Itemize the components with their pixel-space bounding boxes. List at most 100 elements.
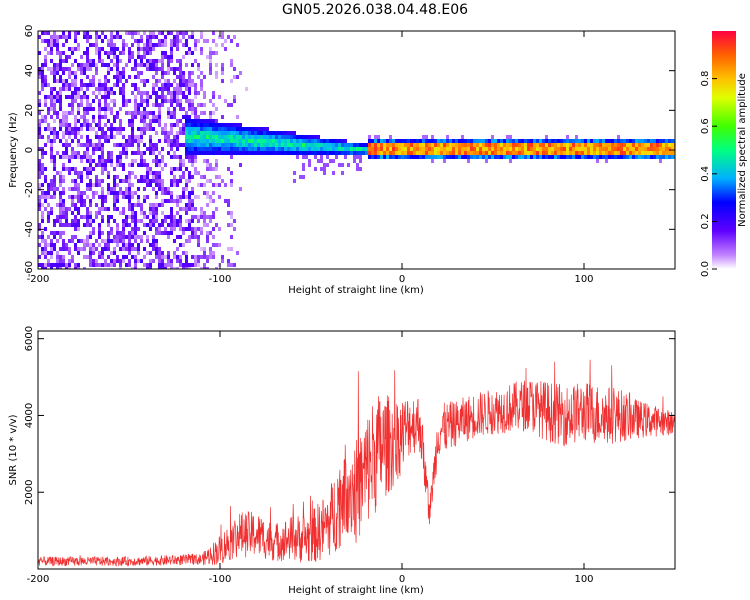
- heatmap-cell: [203, 143, 206, 147]
- heatmap-cell: [278, 143, 281, 147]
- heatmap-cell: [209, 99, 212, 103]
- heatmap-cell: [188, 155, 191, 159]
- heatmap-cell: [665, 139, 668, 143]
- heatmap-cell: [380, 139, 383, 143]
- heatmap-cell: [590, 147, 593, 151]
- heatmap-cell: [260, 135, 263, 139]
- heatmap-cell: [176, 43, 179, 47]
- heatmap-cell: [467, 139, 470, 143]
- heatmap-cell: [287, 135, 290, 139]
- heatmap-cell: [167, 99, 170, 103]
- heatmap-cell: [608, 139, 611, 143]
- heatmap-cell: [140, 63, 143, 67]
- heatmap-cell: [104, 247, 107, 251]
- heatmap-cell: [116, 239, 119, 243]
- heatmap-cell: [44, 63, 47, 67]
- heatmap-cell: [83, 255, 86, 259]
- heatmap-cell: [77, 143, 80, 147]
- heatmap-cell: [632, 139, 635, 143]
- heatmap-cell: [518, 151, 521, 155]
- heatmap-cell: [557, 151, 560, 155]
- heatmap-cell: [185, 211, 188, 215]
- heatmap-cell: [77, 239, 80, 243]
- heatmap-cell: [182, 143, 185, 147]
- heatmap-cell: [584, 147, 587, 151]
- heatmap-cell: [89, 231, 92, 235]
- heatmap-cell: [326, 147, 329, 151]
- heatmap-cell: [122, 103, 125, 107]
- heatmap-cell: [533, 147, 536, 151]
- heatmap-cell: [320, 147, 323, 151]
- colorbar-label: Normalized spectral amplitude: [737, 73, 748, 227]
- heatmap-cell: [74, 155, 77, 159]
- heatmap-cell: [185, 183, 188, 187]
- heatmap-cell: [74, 215, 77, 219]
- heatmap-cell: [335, 151, 338, 155]
- heatmap-cell: [68, 87, 71, 91]
- heatmap-cell: [173, 179, 176, 183]
- heatmap-cell: [101, 163, 104, 167]
- heatmap-cell: [83, 167, 86, 171]
- heatmap-cell: [656, 147, 659, 151]
- heatmap-cell: [638, 151, 641, 155]
- heatmap-cell: [62, 179, 65, 183]
- heatmap-cell: [233, 75, 236, 79]
- heatmap-cell: [305, 151, 308, 155]
- heatmap-cell: [200, 211, 203, 215]
- heatmap-cell: [143, 99, 146, 103]
- heatmap-cell: [626, 155, 629, 159]
- heatmap-cell: [182, 55, 185, 59]
- heatmap-cell: [92, 147, 95, 151]
- heatmap-cell: [155, 63, 158, 67]
- heatmap-cell: [92, 79, 95, 83]
- heatmap-cell: [620, 143, 623, 147]
- heatmap-cell: [110, 123, 113, 127]
- heatmap-cell: [341, 163, 344, 167]
- heatmap-cell: [164, 43, 167, 47]
- heatmap-cell: [179, 63, 182, 67]
- heatmap-cell: [68, 35, 71, 39]
- heatmap-cell: [95, 95, 98, 99]
- heatmap-cell: [89, 63, 92, 67]
- heatmap-cell: [140, 71, 143, 75]
- heatmap-cell: [143, 159, 146, 163]
- heatmap-cell: [179, 75, 182, 79]
- heatmap-cell: [479, 147, 482, 151]
- heatmap-cell: [173, 79, 176, 83]
- heatmap-cell: [197, 259, 200, 263]
- heatmap-cell: [170, 207, 173, 211]
- heatmap-cell: [584, 139, 587, 143]
- heatmap-cell: [68, 239, 71, 243]
- heatmap-cell: [299, 135, 302, 139]
- heatmap-cell: [401, 139, 404, 143]
- heatmap-cell: [74, 187, 77, 191]
- heatmap-cell: [461, 135, 464, 139]
- heatmap-cell: [131, 127, 134, 131]
- heatmap-cell: [50, 95, 53, 99]
- heatmap-cell: [62, 79, 65, 83]
- heatmap-cell: [317, 135, 320, 139]
- heatmap-cell: [74, 227, 77, 231]
- heatmap-cell: [62, 247, 65, 251]
- heatmap-cell: [236, 115, 239, 119]
- heatmap-cell: [119, 191, 122, 195]
- heatmap-cell: [155, 71, 158, 75]
- heatmap-cell: [128, 111, 131, 115]
- heatmap-cell: [137, 151, 140, 155]
- heatmap-cell: [575, 151, 578, 155]
- heatmap-cell: [125, 175, 128, 179]
- heatmap-cell: [206, 179, 209, 183]
- heatmap-cell: [158, 227, 161, 231]
- heatmap-cell: [356, 167, 359, 171]
- heatmap-cell: [155, 83, 158, 87]
- heatmap-cell: [242, 143, 245, 147]
- heatmap-cell: [371, 151, 374, 155]
- heatmap-cell: [122, 259, 125, 263]
- heatmap-cell: [143, 163, 146, 167]
- heatmap-cell: [80, 199, 83, 203]
- heatmap-cell: [233, 131, 236, 135]
- heatmap-cell: [221, 115, 224, 119]
- heatmap-cell: [128, 119, 131, 123]
- heatmap-cell: [41, 155, 44, 159]
